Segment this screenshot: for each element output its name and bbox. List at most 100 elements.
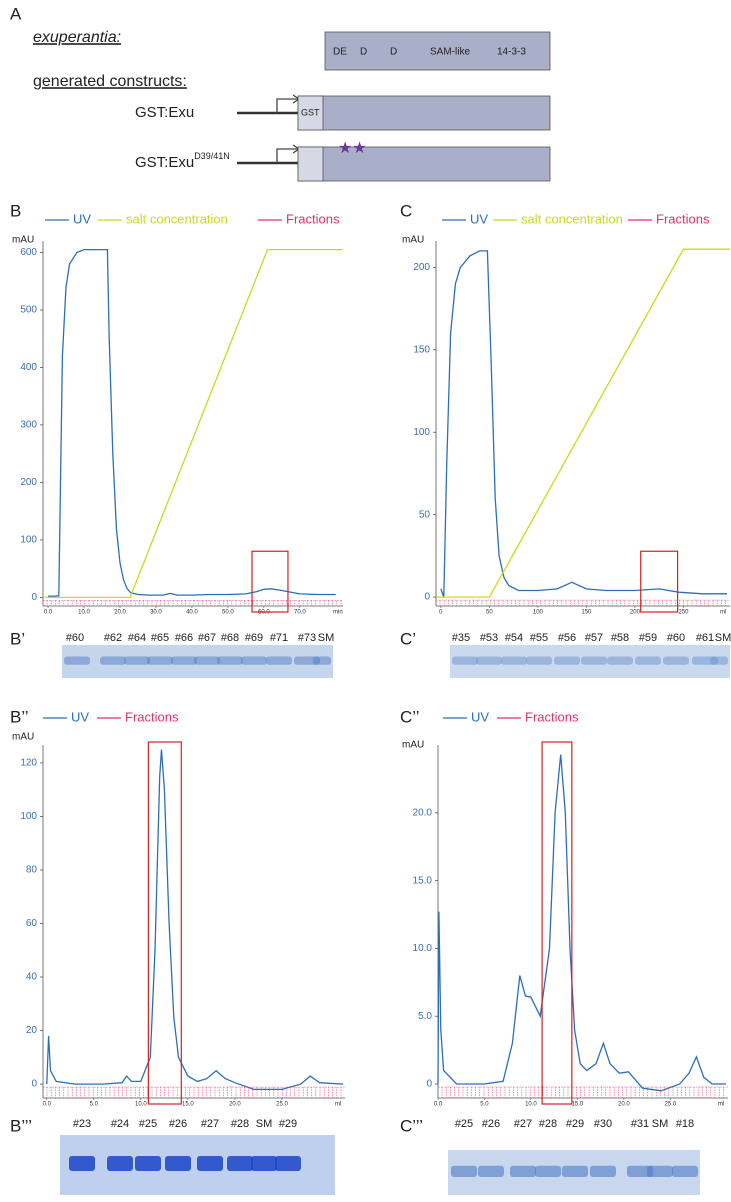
- x-unit-label: ml: [335, 1102, 341, 1108]
- y-tick-label: 20.0: [413, 807, 433, 818]
- panel-label: B: [10, 201, 21, 220]
- highlight-box: [641, 551, 678, 612]
- lane-label: #31: [631, 1118, 649, 1130]
- x-tick-label: 5.0: [90, 1102, 99, 1108]
- gel-band: [313, 657, 331, 665]
- x-tick-label: 20.0: [618, 1102, 630, 1108]
- y-tick-label: 5.0: [418, 1011, 432, 1022]
- lane-label: #55: [530, 632, 548, 644]
- gel-band: [197, 1156, 223, 1171]
- gel-band: [562, 1166, 588, 1177]
- gel-band: [478, 1166, 504, 1177]
- legend-label: UV: [73, 211, 91, 226]
- x-tick-label: 50.0: [222, 610, 234, 616]
- x-tick-label: 10.0: [135, 1102, 147, 1108]
- panel-label: C’’’: [400, 1116, 423, 1135]
- gel-band: [107, 1156, 133, 1171]
- promoter-arrow: [277, 95, 299, 113]
- x-tick-label: 15.0: [572, 1102, 584, 1108]
- y-tick-label: 100: [20, 535, 37, 546]
- gel-band: [227, 1156, 253, 1171]
- domain-label: 14-3-3: [497, 47, 526, 58]
- lane-label: #29: [279, 1118, 297, 1130]
- construct-bar: [298, 96, 550, 130]
- gel-band: [590, 1166, 616, 1177]
- x-unit-label: ml: [720, 610, 726, 616]
- lane-label: #25: [139, 1118, 157, 1130]
- gene-name: exuperantia:: [33, 29, 121, 46]
- gel-band: [171, 657, 197, 665]
- legend-label: Fractions: [525, 709, 579, 724]
- y-tick-label: 0: [31, 1079, 37, 1090]
- y-tick-label: 0: [424, 592, 430, 603]
- y-tick-label: 120: [20, 758, 37, 769]
- y-tick-label: 600: [20, 247, 37, 258]
- lane-label: #64: [128, 632, 146, 644]
- x-tick-label: 150: [581, 610, 592, 616]
- legend-label: UV: [471, 709, 489, 724]
- lane-label: #25: [455, 1118, 473, 1130]
- domain-label: SAM-like: [430, 47, 470, 58]
- gel-band: [581, 657, 607, 665]
- y-axis-label: mAU: [12, 235, 34, 246]
- series-line: [436, 249, 730, 597]
- panel-label: B’’’: [10, 1116, 32, 1135]
- domain-label: DE: [333, 47, 347, 58]
- series-line: [47, 750, 343, 1090]
- x-tick-label: 0.0: [43, 1102, 52, 1108]
- legend-label: UV: [71, 709, 89, 724]
- lane-label: #61: [696, 632, 714, 644]
- lane-label: #73: [298, 632, 316, 644]
- x-tick-label: 250: [678, 610, 689, 616]
- gel-band: [100, 657, 126, 665]
- y-tick-label: 400: [20, 362, 37, 373]
- promoter-arrow: [277, 145, 299, 163]
- y-axis-label: mAU: [402, 740, 424, 751]
- lane-label: #62: [104, 632, 122, 644]
- lane-label: #60: [66, 632, 84, 644]
- lane-label: #18: [676, 1118, 694, 1130]
- x-tick-label: 20.0: [229, 1102, 241, 1108]
- panel-label: C’: [400, 629, 416, 648]
- y-tick-label: 20: [26, 1025, 38, 1036]
- legend-label: Fractions: [125, 709, 179, 724]
- figure: A exuperantia: DE D D SAM-like 14-3-3 ge…: [0, 0, 731, 1202]
- mutation-stars: ★★: [338, 140, 367, 157]
- lane-label: #26: [169, 1118, 187, 1130]
- gst-tag: [298, 147, 323, 181]
- y-tick-label: 100: [413, 427, 430, 438]
- y-tick-label: 150: [413, 344, 430, 355]
- lane-label: #53: [480, 632, 498, 644]
- lane-label: #66: [175, 632, 193, 644]
- gel-band: [554, 657, 580, 665]
- gel-band: [64, 657, 90, 665]
- x-tick-label: 10.0: [525, 1102, 537, 1108]
- lane-label: #35: [452, 632, 470, 644]
- gel-band: [501, 657, 527, 665]
- lane-label: #24: [111, 1118, 129, 1130]
- lane-label: #59: [639, 632, 657, 644]
- y-tick-label: 200: [413, 262, 430, 273]
- gel-band: [217, 657, 243, 665]
- x-tick-label: 15.0: [182, 1102, 194, 1108]
- y-tick-label: 60: [26, 918, 38, 929]
- lane-label: SM: [652, 1118, 669, 1130]
- gel-band: [69, 1156, 95, 1171]
- gel-band: [251, 1156, 277, 1171]
- construct-bar: [298, 147, 550, 181]
- x-tick-label: 40.0: [186, 610, 198, 616]
- lane-label: #57: [585, 632, 603, 644]
- gel-band: [194, 657, 220, 665]
- panel-label: A: [10, 4, 22, 23]
- y-axis-label: mAU: [12, 732, 34, 743]
- gel-band: [266, 657, 292, 665]
- y-tick-label: 15.0: [413, 875, 433, 886]
- y-tick-label: 100: [20, 811, 37, 822]
- x-tick-label: 100: [533, 610, 544, 616]
- gel-band: [147, 657, 173, 665]
- lane-label: #26: [482, 1118, 500, 1130]
- gel-band: [647, 1166, 673, 1177]
- x-tick-label: 25.0: [665, 1102, 677, 1108]
- gel-band: [451, 1166, 477, 1177]
- x-tick-label: 0.0: [434, 1102, 443, 1108]
